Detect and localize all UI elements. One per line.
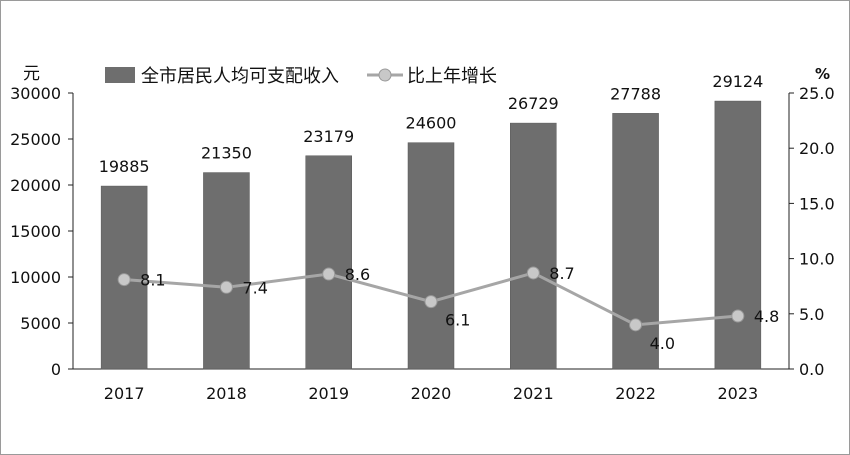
x-tick-label: 2023	[717, 384, 758, 403]
growth-label: 8.1	[140, 271, 165, 290]
growth-point-2020	[424, 295, 438, 309]
bar-label: 24600	[406, 114, 457, 133]
bar-label: 29124	[712, 72, 763, 91]
legend-bar-label: 全市居民人均可支配收入	[141, 66, 339, 87]
growth-point-2019	[322, 267, 336, 281]
growth-label: 7.4	[242, 278, 267, 297]
left-tick-label: 25000	[10, 130, 61, 149]
x-tick-label: 2019	[308, 384, 349, 403]
growth-point-2017	[117, 273, 131, 287]
right-tick-label: 20.0	[799, 139, 835, 158]
x-tick-label: 2020	[411, 384, 452, 403]
growth-point-2023	[731, 309, 745, 323]
bar-label: 21350	[201, 144, 252, 163]
right-tick-label: 25.0	[799, 84, 835, 103]
growth-point-2021	[526, 266, 540, 280]
growth-label: 4.0	[650, 334, 675, 353]
left-tick-label: 10000	[10, 268, 61, 287]
growth-label: 8.6	[345, 265, 370, 284]
growth-point-2022	[629, 318, 643, 332]
right-tick-label: 5.0	[799, 305, 824, 324]
growth-label: 4.8	[754, 307, 779, 326]
x-tick-label: 2017	[104, 384, 145, 403]
left-tick-label: 30000	[10, 84, 61, 103]
x-tick-label: 2021	[513, 384, 554, 403]
growth-label: 8.7	[549, 264, 574, 283]
growth-point-2018	[219, 280, 233, 294]
left-tick-label: 15000	[10, 222, 61, 241]
right-tick-label: 0.0	[799, 360, 824, 379]
bar-2023	[714, 100, 762, 370]
bar-label: 19885	[99, 157, 150, 176]
bar-label: 26729	[508, 94, 559, 113]
right-axis-unit: %	[815, 65, 830, 83]
bar-2020	[407, 142, 455, 370]
legend-line-marker	[378, 68, 392, 82]
bar-2018	[203, 172, 250, 370]
left-tick-label: 0	[51, 360, 61, 379]
bar-2019	[305, 155, 352, 370]
left-axis-unit: 元	[23, 64, 40, 84]
legend-bar-swatch	[105, 67, 135, 83]
bar-2022	[612, 113, 659, 370]
bar-2021	[510, 122, 557, 370]
growth-label: 6.1	[445, 311, 470, 330]
right-tick-label: 10.0	[799, 250, 835, 269]
bar-label: 27788	[610, 84, 661, 103]
left-tick-label: 20000	[10, 176, 61, 195]
x-tick-label: 2022	[615, 384, 656, 403]
legend-line-label: 比上年增长	[407, 66, 497, 87]
x-tick-label: 2018	[206, 384, 247, 403]
right-tick-label: 15.0	[799, 194, 835, 213]
bar-label: 23179	[303, 127, 354, 146]
left-tick-label: 5000	[20, 314, 61, 333]
